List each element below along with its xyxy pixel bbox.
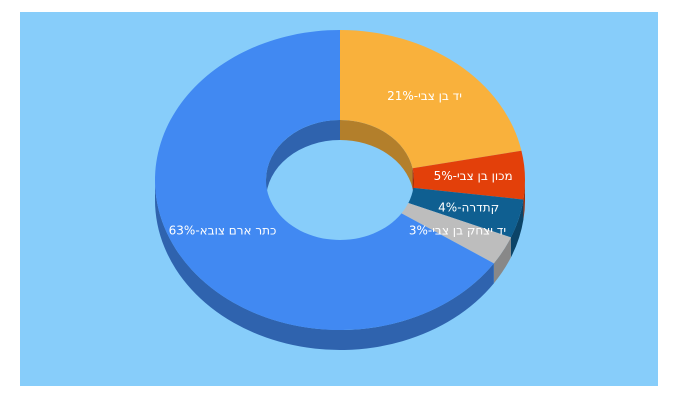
- slice-value-label: 3%: [409, 223, 428, 237]
- slice-side: [155, 180, 494, 351]
- slice-value-label: 63%: [169, 223, 196, 237]
- slice-value-label: 5%: [434, 169, 453, 183]
- slice-label: יד יצחק בן צבי-: [428, 223, 506, 237]
- slice: [155, 30, 494, 331]
- slice-value-label: 4%: [438, 200, 457, 214]
- slice-side: [340, 120, 413, 189]
- slice-value-label: 21%: [387, 89, 414, 103]
- slice-label: קתדרה-: [457, 200, 499, 214]
- slice-side: [493, 237, 511, 284]
- slice: [408, 187, 524, 238]
- slice: [401, 202, 511, 264]
- slice-side: [523, 180, 526, 220]
- slice-side: [266, 120, 340, 200]
- slice-label: כתר ארם צובא-: [195, 223, 276, 237]
- slice-label: יד בן צבי-: [414, 89, 462, 103]
- slice: [412, 150, 525, 200]
- slice-label: מכון בן צבי-: [453, 169, 513, 183]
- slice-side: [510, 199, 524, 258]
- slice: [340, 30, 522, 169]
